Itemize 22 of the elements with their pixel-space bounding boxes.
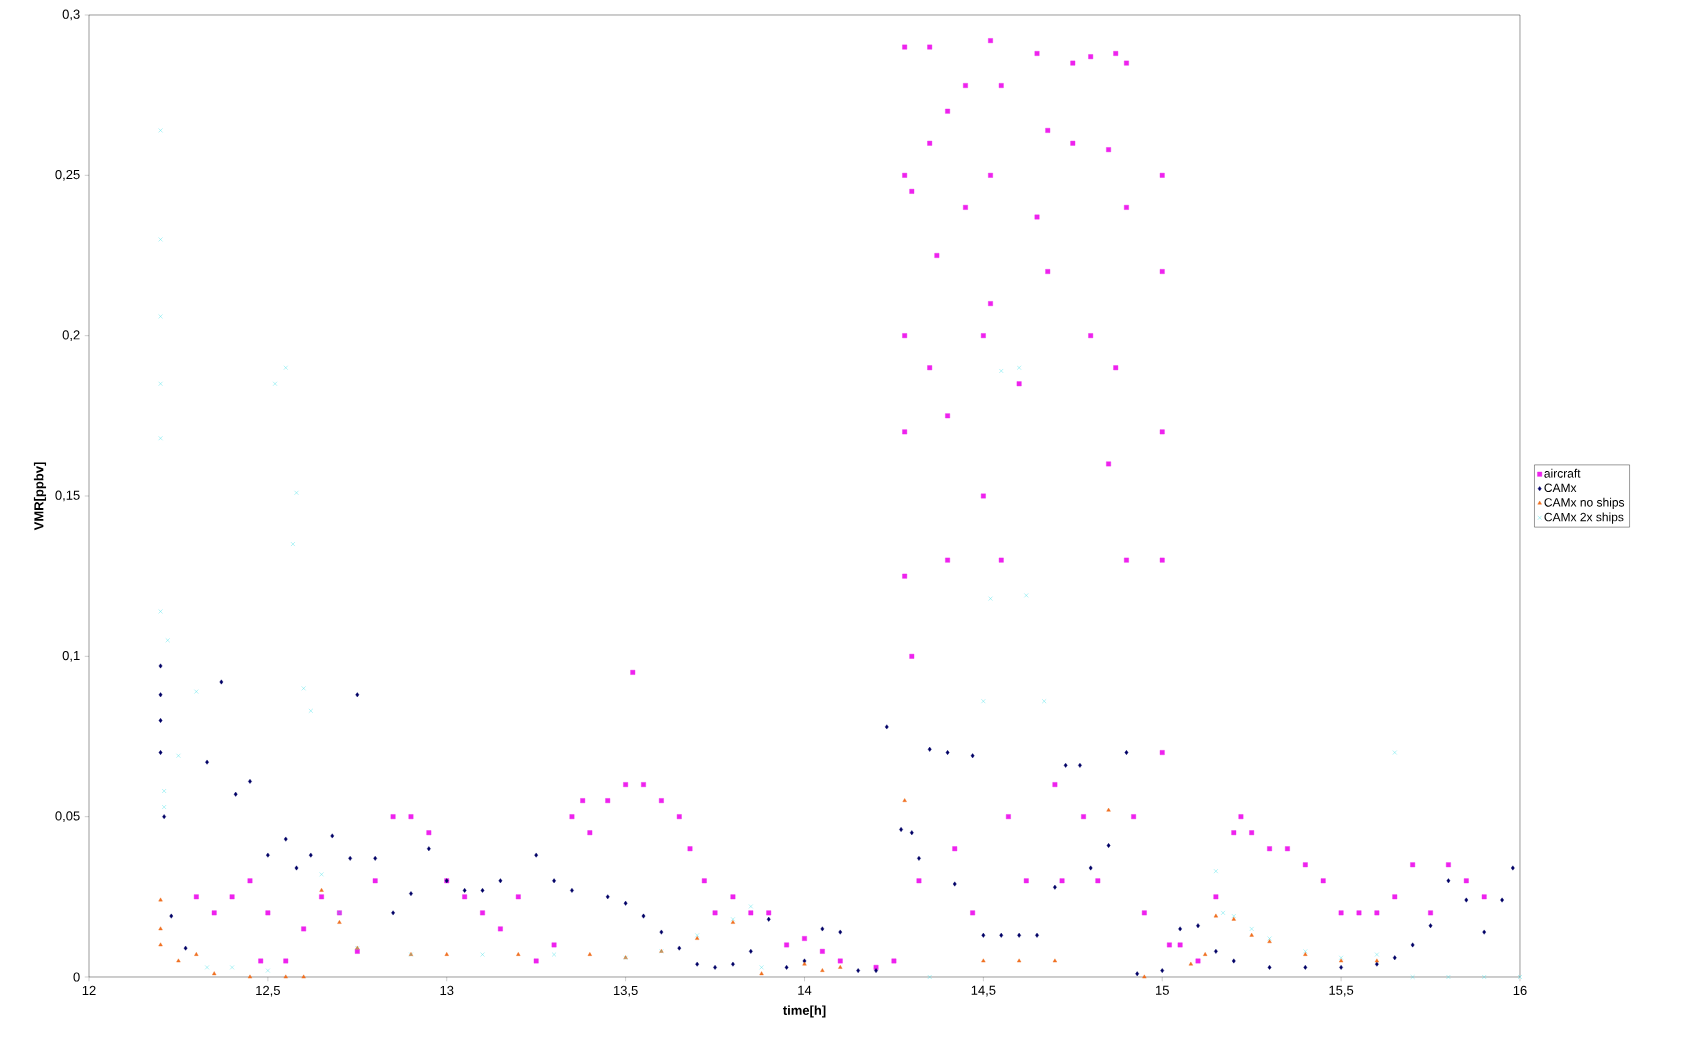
legend-label: CAMx no ships: [1544, 497, 1625, 510]
x-tick-label: 16: [1513, 985, 1527, 995]
y-tick-label: 0,1: [62, 650, 80, 662]
y-tick-label: 0,2: [62, 330, 80, 342]
x-tick-label: 13: [440, 985, 454, 995]
y-tick-label: 0,15: [55, 490, 80, 502]
legend-label: CAMx: [1544, 483, 1577, 492]
legend-label: CAMx 2x ships: [1544, 512, 1624, 524]
x-tick-label: 15: [1155, 985, 1169, 995]
x-tick-label: 12: [82, 985, 96, 995]
y-tick-label: 0,25: [55, 169, 80, 181]
x-tick-label: 13,5: [613, 985, 638, 997]
y-tick-label: 0,3: [62, 9, 80, 21]
y-axis-title: VMR[ppbv]: [33, 462, 47, 531]
legend-label: aircraft: [1544, 468, 1581, 478]
x-tick-label: 15,5: [1329, 985, 1354, 997]
x-axis-title: time[h]: [782, 1005, 826, 1018]
x-tick-label: 12,5: [256, 985, 280, 997]
y-tick-label: 0,05: [55, 811, 80, 823]
x-tick-label: 14: [798, 985, 812, 995]
y-tick-label: 0: [73, 972, 80, 982]
x-tick-label: 14,5: [971, 985, 996, 997]
